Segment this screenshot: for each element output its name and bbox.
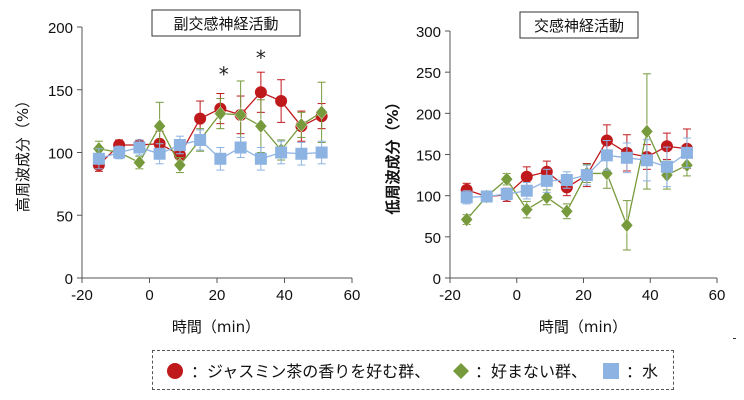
x-tick-label: -20 xyxy=(439,287,461,304)
data-point xyxy=(660,160,673,173)
data-point xyxy=(133,141,146,154)
x-tick-label: 20 xyxy=(575,287,592,304)
data-point xyxy=(275,95,288,108)
data-point xyxy=(620,151,633,164)
data-point xyxy=(620,217,634,233)
data-point xyxy=(234,141,247,154)
series-square xyxy=(92,129,328,171)
data-point xyxy=(315,146,328,159)
data-point xyxy=(560,174,573,187)
legend-label: ：ジャスミン茶の香りを好む群、 xyxy=(191,362,430,381)
data-point xyxy=(275,146,288,159)
data-point xyxy=(173,138,186,151)
data-point xyxy=(295,147,308,160)
y-tick-label: 50 xyxy=(56,208,73,225)
x-tick-label: 60 xyxy=(344,287,361,304)
series-line xyxy=(466,129,688,228)
data-point xyxy=(500,171,514,187)
series-line xyxy=(466,152,688,198)
data-point xyxy=(500,188,513,201)
y-tick-label: 250 xyxy=(416,65,441,82)
y-tick-label: 100 xyxy=(416,189,441,206)
y-tick-label: 50 xyxy=(424,230,441,247)
data-point xyxy=(640,154,653,167)
data-point xyxy=(234,107,247,123)
series-line xyxy=(98,91,322,166)
chart-title: 交感神経活動 xyxy=(534,17,624,35)
legend-marker-square xyxy=(603,363,619,379)
data-point xyxy=(295,117,308,133)
y-tick-label: 100 xyxy=(48,146,73,163)
data-point xyxy=(580,169,593,182)
legend-label: ：好まない群、 xyxy=(475,362,587,381)
data-point xyxy=(520,184,533,197)
data-point xyxy=(460,191,473,204)
data-point xyxy=(315,104,328,120)
data-point xyxy=(194,133,207,146)
y-tick-label: 200 xyxy=(48,20,73,37)
data-point xyxy=(153,147,166,160)
data-point xyxy=(173,157,187,173)
legend-label: ：水 xyxy=(626,362,658,381)
chart-title-box xyxy=(519,11,639,39)
x-tick-label: -20 xyxy=(71,287,93,304)
x-tick-label: 0 xyxy=(513,287,521,304)
data-point xyxy=(194,112,207,125)
data-point xyxy=(92,152,105,165)
data-point xyxy=(214,152,227,165)
y-axis-label: 低周波成分（%） xyxy=(384,94,402,215)
series-line xyxy=(98,111,322,167)
series-diamond xyxy=(92,80,328,174)
series-line xyxy=(466,139,688,198)
data-point xyxy=(520,170,533,183)
y-tick-label: 200 xyxy=(416,106,441,123)
y-tick-label: 300 xyxy=(416,24,441,41)
x-axis-label: 時間（min） xyxy=(539,318,627,336)
y-tick-label: 0 xyxy=(433,271,441,288)
data-point xyxy=(460,212,474,227)
data-point xyxy=(254,152,267,165)
data-point xyxy=(520,202,534,218)
stray-mark xyxy=(733,338,736,339)
significance-asterisk: * xyxy=(256,46,266,70)
y-tick-label: 150 xyxy=(48,83,73,100)
chart-title: 副交感神経活動 xyxy=(173,15,278,33)
data-point xyxy=(600,149,613,162)
data-point xyxy=(113,146,126,159)
data-point xyxy=(680,146,693,159)
data-point xyxy=(560,203,574,219)
y-axis-label: 高周波成分（%） xyxy=(14,93,32,212)
data-point xyxy=(254,118,268,134)
series-line xyxy=(98,139,322,160)
y-tick-label: 0 xyxy=(65,271,73,288)
data-point xyxy=(153,118,166,134)
data-point xyxy=(640,124,654,139)
legend-marker-circle xyxy=(167,363,183,379)
x-tick-label: 40 xyxy=(276,287,293,304)
data-point xyxy=(214,106,227,121)
y-tick-label: 150 xyxy=(416,148,441,165)
chart-title-box xyxy=(151,9,301,37)
series-diamond xyxy=(460,73,694,251)
data-point xyxy=(254,86,267,99)
x-tick-label: 60 xyxy=(709,287,726,304)
data-point xyxy=(540,189,554,205)
data-point xyxy=(480,190,493,203)
data-point xyxy=(540,174,553,187)
x-tick-label: 40 xyxy=(642,287,659,304)
series-square xyxy=(460,137,693,205)
data-point xyxy=(133,155,146,170)
data-point xyxy=(660,140,673,153)
x-axis-label: 時間（min） xyxy=(172,318,260,336)
legend: ：ジャスミン茶の香りを好む群、 ：好まない群、 ：水 xyxy=(152,350,674,390)
significance-asterisk: * xyxy=(219,62,229,86)
x-tick-label: 0 xyxy=(145,287,153,304)
x-tick-label: 20 xyxy=(209,287,226,304)
legend-marker-diamond xyxy=(453,363,469,379)
